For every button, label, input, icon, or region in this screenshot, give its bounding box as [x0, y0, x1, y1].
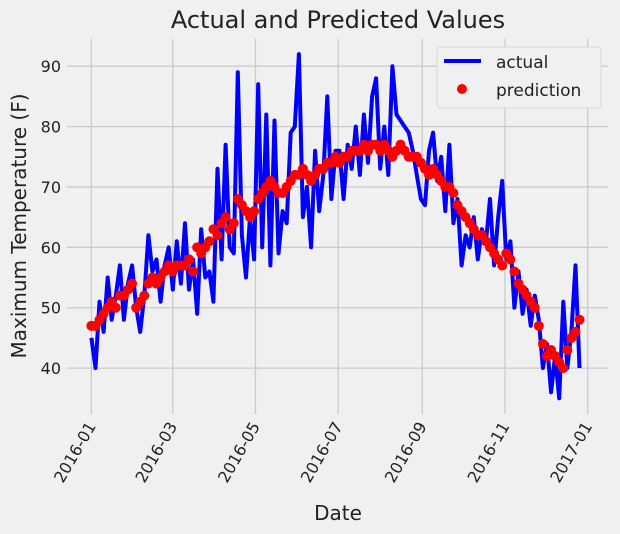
prediction-point — [110, 302, 121, 313]
prediction-point — [448, 187, 459, 198]
y-tick-label: 50 — [41, 299, 61, 318]
y-tick-label: 80 — [41, 118, 61, 137]
x-tick-label: 2016-09 — [381, 419, 431, 486]
prediction-point — [505, 254, 516, 265]
actual-line — [89, 52, 582, 401]
prediction-point — [139, 290, 150, 301]
prediction-point — [537, 338, 548, 349]
prediction-point — [184, 254, 195, 265]
x-axis-label: Date — [314, 501, 362, 525]
x-tick-label: 2016-05 — [214, 419, 264, 486]
actual-series — [89, 52, 582, 401]
prediction-point — [228, 218, 239, 229]
prediction-series — [86, 139, 585, 374]
prediction-point — [127, 278, 138, 289]
legend-actual-label: actual — [496, 53, 548, 73]
y-axis-label: Maximum Temperature (F) — [7, 93, 31, 358]
chart-title: Actual and Predicted Values — [171, 6, 505, 34]
prediction-point — [249, 206, 260, 217]
prediction-point — [558, 363, 569, 374]
prediction-point — [509, 266, 520, 277]
prediction-point — [188, 266, 199, 277]
prediction-point — [212, 230, 223, 241]
legend-prediction-label: prediction — [496, 81, 581, 101]
prediction-point — [570, 326, 581, 337]
y-tick-label: 60 — [41, 238, 61, 257]
prediction-point — [562, 344, 573, 355]
x-tick-label: 2016-03 — [131, 419, 181, 486]
y-tick-label: 70 — [41, 178, 61, 197]
y-tick-label: 40 — [41, 359, 61, 378]
x-tick-label: 2016-11 — [464, 419, 514, 486]
y-axis-ticks: 40 50 60 70 80 90 — [41, 57, 61, 378]
x-tick-label: 2016-07 — [297, 419, 347, 486]
y-tick-label: 90 — [41, 57, 61, 76]
x-tick-label: 2016-01 — [50, 419, 100, 486]
prediction-point — [497, 260, 508, 271]
legend: actual prediction — [436, 46, 602, 109]
prediction-point — [204, 236, 215, 247]
legend-prediction-swatch — [457, 84, 467, 94]
prediction-point — [220, 212, 231, 223]
prediction-point — [574, 314, 585, 325]
prediction-point — [529, 302, 540, 313]
x-axis-ticks: 2016-01 2016-03 2016-05 2016-07 2016-09 2016-… — [50, 419, 596, 486]
prediction-point — [533, 320, 544, 331]
x-tick-label: 2017-01 — [546, 419, 596, 486]
